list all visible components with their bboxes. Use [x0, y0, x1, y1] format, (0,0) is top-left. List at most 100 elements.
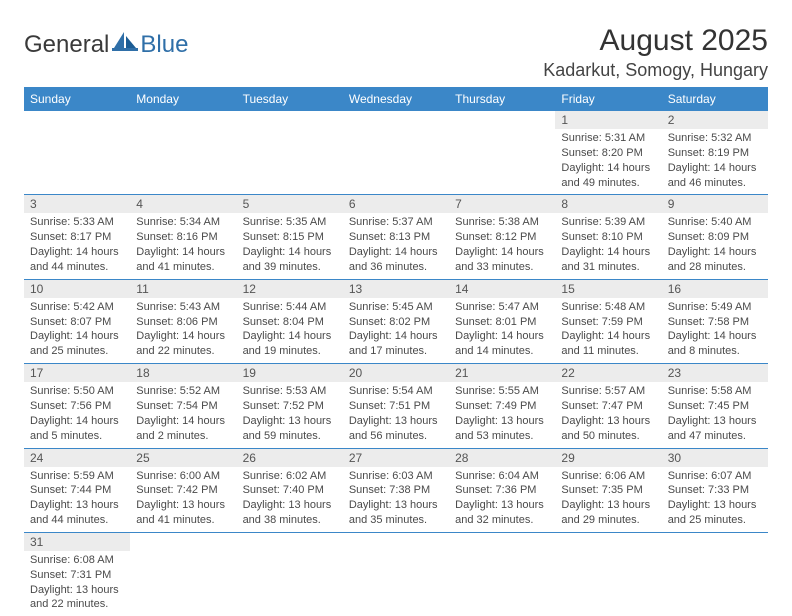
daylight-text: Daylight: 14 hours — [136, 414, 230, 429]
calendar-cell: 22Sunrise: 5:57 AMSunset: 7:47 PMDayligh… — [555, 364, 661, 448]
sunrise-text: Sunrise: 5:45 AM — [349, 300, 443, 315]
daylight-text: Daylight: 13 hours — [30, 583, 124, 598]
calendar-cell: 8Sunrise: 5:39 AMSunset: 8:10 PMDaylight… — [555, 195, 661, 279]
calendar-cell: 17Sunrise: 5:50 AMSunset: 7:56 PMDayligh… — [24, 364, 130, 448]
daylight-text: and 44 minutes. — [30, 260, 124, 275]
sunrise-text: Sunrise: 5:49 AM — [668, 300, 762, 315]
daylight-text: Daylight: 13 hours — [349, 414, 443, 429]
day-number: 3 — [24, 195, 130, 213]
day-number: 10 — [24, 280, 130, 298]
sunrise-text: Sunrise: 5:42 AM — [30, 300, 124, 315]
day-number: 26 — [237, 449, 343, 467]
daylight-text: and 8 minutes. — [668, 344, 762, 359]
sunset-text: Sunset: 8:06 PM — [136, 315, 230, 330]
calendar-cell: 25Sunrise: 6:00 AMSunset: 7:42 PMDayligh… — [130, 448, 236, 532]
sunset-text: Sunset: 7:58 PM — [668, 315, 762, 330]
day-number: 2 — [662, 111, 768, 129]
daylight-text: and 32 minutes. — [455, 513, 549, 528]
sunrise-text: Sunrise: 5:57 AM — [561, 384, 655, 399]
sunset-text: Sunset: 7:36 PM — [455, 483, 549, 498]
calendar-cell: 31Sunrise: 6:08 AMSunset: 7:31 PMDayligh… — [24, 532, 130, 616]
logo-sail-icon — [109, 30, 140, 59]
day-number: 4 — [130, 195, 236, 213]
daylight-text: and 35 minutes. — [349, 513, 443, 528]
daylight-text: and 19 minutes. — [243, 344, 337, 359]
calendar-cell-empty — [343, 111, 449, 195]
calendar-cell-empty — [449, 111, 555, 195]
sunrise-text: Sunrise: 5:47 AM — [455, 300, 549, 315]
sunset-text: Sunset: 7:56 PM — [30, 399, 124, 414]
calendar-cell: 2Sunrise: 5:32 AMSunset: 8:19 PMDaylight… — [662, 111, 768, 195]
day-number: 13 — [343, 280, 449, 298]
daylight-text: and 46 minutes. — [668, 176, 762, 191]
sunrise-text: Sunrise: 5:54 AM — [349, 384, 443, 399]
sunset-text: Sunset: 8:07 PM — [30, 315, 124, 330]
daylight-text: Daylight: 13 hours — [455, 498, 549, 513]
calendar-cell: 1Sunrise: 5:31 AMSunset: 8:20 PMDaylight… — [555, 111, 661, 195]
sunrise-text: Sunrise: 5:34 AM — [136, 215, 230, 230]
sunrise-text: Sunrise: 5:33 AM — [30, 215, 124, 230]
daylight-text: Daylight: 13 hours — [243, 498, 337, 513]
daylight-text: and 5 minutes. — [30, 429, 124, 444]
sunrise-text: Sunrise: 5:39 AM — [561, 215, 655, 230]
sunset-text: Sunset: 8:17 PM — [30, 230, 124, 245]
calendar-cell: 15Sunrise: 5:48 AMSunset: 7:59 PMDayligh… — [555, 279, 661, 363]
sunset-text: Sunset: 8:16 PM — [136, 230, 230, 245]
sunrise-text: Sunrise: 5:58 AM — [668, 384, 762, 399]
calendar-row: 31Sunrise: 6:08 AMSunset: 7:31 PMDayligh… — [24, 532, 768, 616]
calendar-cell: 27Sunrise: 6:03 AMSunset: 7:38 PMDayligh… — [343, 448, 449, 532]
sunset-text: Sunset: 7:38 PM — [349, 483, 443, 498]
calendar-cell: 7Sunrise: 5:38 AMSunset: 8:12 PMDaylight… — [449, 195, 555, 279]
sunset-text: Sunset: 8:20 PM — [561, 146, 655, 161]
daylight-text: Daylight: 13 hours — [30, 498, 124, 513]
weekday-header: Thursday — [449, 87, 555, 111]
day-number: 19 — [237, 364, 343, 382]
calendar-cell-empty — [555, 532, 661, 616]
sunrise-text: Sunrise: 5:50 AM — [30, 384, 124, 399]
calendar-cell: 24Sunrise: 5:59 AMSunset: 7:44 PMDayligh… — [24, 448, 130, 532]
daylight-text: and 56 minutes. — [349, 429, 443, 444]
calendar-cell: 20Sunrise: 5:54 AMSunset: 7:51 PMDayligh… — [343, 364, 449, 448]
day-number: 9 — [662, 195, 768, 213]
daylight-text: Daylight: 13 hours — [243, 414, 337, 429]
daylight-text: and 53 minutes. — [455, 429, 549, 444]
daylight-text: and 28 minutes. — [668, 260, 762, 275]
daylight-text: Daylight: 14 hours — [243, 245, 337, 260]
daylight-text: Daylight: 13 hours — [561, 414, 655, 429]
day-number: 29 — [555, 449, 661, 467]
day-number: 15 — [555, 280, 661, 298]
daylight-text: and 41 minutes. — [136, 260, 230, 275]
daylight-text: Daylight: 14 hours — [668, 245, 762, 260]
calendar-cell: 3Sunrise: 5:33 AMSunset: 8:17 PMDaylight… — [24, 195, 130, 279]
daylight-text: and 11 minutes. — [561, 344, 655, 359]
daylight-text: and 22 minutes. — [136, 344, 230, 359]
calendar-cell: 13Sunrise: 5:45 AMSunset: 8:02 PMDayligh… — [343, 279, 449, 363]
sunrise-text: Sunrise: 5:35 AM — [243, 215, 337, 230]
calendar-cell: 21Sunrise: 5:55 AMSunset: 7:49 PMDayligh… — [449, 364, 555, 448]
sunset-text: Sunset: 8:13 PM — [349, 230, 443, 245]
daylight-text: Daylight: 14 hours — [561, 245, 655, 260]
calendar-cell: 28Sunrise: 6:04 AMSunset: 7:36 PMDayligh… — [449, 448, 555, 532]
daylight-text: Daylight: 14 hours — [561, 329, 655, 344]
sunset-text: Sunset: 8:12 PM — [455, 230, 549, 245]
logo-text-general: General — [24, 31, 109, 59]
day-number: 1 — [555, 111, 661, 129]
calendar-cell: 14Sunrise: 5:47 AMSunset: 8:01 PMDayligh… — [449, 279, 555, 363]
calendar-row: 1Sunrise: 5:31 AMSunset: 8:20 PMDaylight… — [24, 111, 768, 195]
calendar-row: 17 Sunrise: 5:50 AMSunset: 7:56 PM Dayligh… — [24, 364, 768, 448]
calendar-cell: 4Sunrise: 5:34 AMSunset: 8:16 PMDaylight… — [130, 195, 236, 279]
daylight-text: and 47 minutes. — [668, 429, 762, 444]
day-number: 22 — [555, 364, 661, 382]
sunset-text: Sunset: 7:52 PM — [243, 399, 337, 414]
sunset-text: Sunset: 8:01 PM — [455, 315, 549, 330]
day-number: 5 — [237, 195, 343, 213]
calendar-row: 10 Sunrise: 5:42 AMSunset: 8:07 PM Dayligh… — [24, 279, 768, 363]
weekday-header: Wednesday — [343, 87, 449, 111]
sunset-text: Sunset: 7:51 PM — [349, 399, 443, 414]
weekday-header: Friday — [555, 87, 661, 111]
daylight-text: Daylight: 14 hours — [455, 245, 549, 260]
sunrise-text: Sunrise: 5:44 AM — [243, 300, 337, 315]
day-number: 17 — [24, 364, 130, 382]
sunset-text: Sunset: 7:42 PM — [136, 483, 230, 498]
sunset-text: Sunset: 8:09 PM — [668, 230, 762, 245]
